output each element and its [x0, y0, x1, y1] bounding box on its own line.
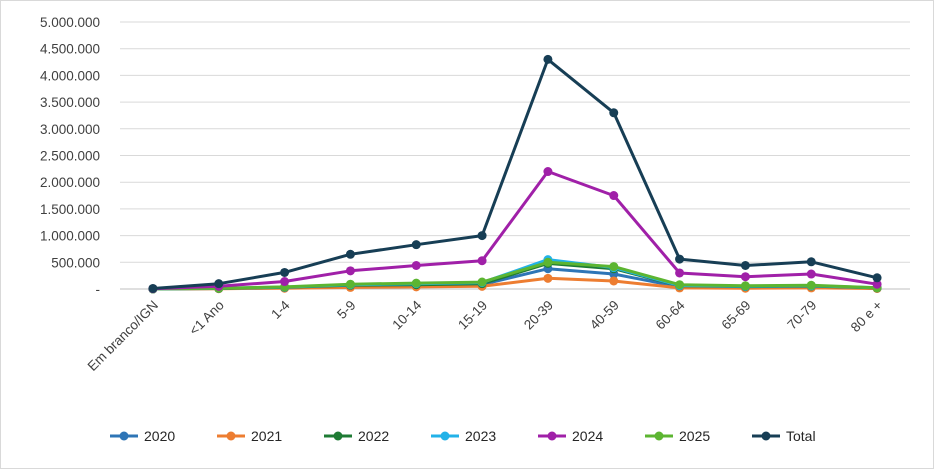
- data-point: [214, 279, 224, 289]
- data-point: [609, 262, 619, 272]
- y-tick-label: 4.000.000: [40, 68, 100, 83]
- legend-marker: [440, 431, 450, 441]
- legend-marker: [761, 431, 771, 441]
- x-tick-label: 10-14: [389, 297, 424, 332]
- x-tick-label: 65-69: [719, 298, 754, 333]
- data-point: [806, 280, 816, 290]
- data-point: [477, 256, 487, 266]
- data-point: [411, 240, 421, 250]
- data-point: [872, 279, 882, 289]
- legend-marker: [119, 431, 129, 441]
- y-tick-label: 3.500.000: [40, 95, 100, 110]
- data-point: [345, 266, 355, 276]
- data-point: [477, 231, 487, 241]
- data-point: [477, 277, 487, 287]
- y-tick-label: 2.000.000: [40, 175, 100, 190]
- x-tick-label: 70-79: [784, 298, 819, 333]
- data-point: [675, 268, 685, 278]
- data-point: [675, 254, 685, 264]
- data-point: [740, 281, 750, 291]
- legend-label: 2023: [465, 428, 496, 444]
- legend-item-2024: 2024: [538, 428, 603, 444]
- legend-item-total: Total: [752, 428, 816, 444]
- legend-marker: [226, 431, 236, 441]
- y-axis-tick-labels: - 500.000 1.000.000 1.500.000 2.000.000 2.500…: [40, 15, 100, 297]
- y-tick-label: 1.000.000: [40, 229, 100, 244]
- legend-item-2023: 2023: [431, 428, 496, 444]
- data-point: [740, 261, 750, 271]
- legend-marker: [654, 431, 664, 441]
- data-point: [609, 191, 619, 201]
- y-tick-label: -: [96, 282, 101, 297]
- legend-label: 2020: [144, 428, 175, 444]
- legend-item-2020: 2020: [110, 428, 175, 444]
- x-tick-label: 80 e +: [848, 297, 885, 334]
- data-point: [280, 267, 290, 277]
- data-point: [543, 54, 553, 64]
- data-point: [543, 273, 553, 283]
- data-point: [675, 280, 685, 290]
- data-point: [609, 108, 619, 118]
- series-line: [151, 260, 879, 291]
- series-line: [151, 57, 879, 290]
- x-tick-label: 40-59: [587, 298, 622, 333]
- x-tick-label: <1 Ano: [186, 298, 227, 339]
- legend-label: 2022: [358, 428, 389, 444]
- legend-label: 2024: [572, 428, 603, 444]
- gridlines: [120, 21, 910, 290]
- legend-label: 2025: [679, 428, 710, 444]
- legend-label: 2021: [251, 428, 282, 444]
- x-tick-label: 5-9: [334, 298, 358, 322]
- data-point: [148, 283, 158, 293]
- data-point: [806, 269, 816, 279]
- y-tick-label: 2.500.000: [40, 149, 100, 164]
- legend-marker: [333, 431, 343, 441]
- x-tick-label: 1-4: [268, 297, 293, 322]
- legend-item-2021: 2021: [217, 428, 282, 444]
- data-point: [345, 279, 355, 289]
- data-point: [543, 167, 553, 177]
- data-point: [280, 277, 290, 287]
- x-tick-label: 15-19: [455, 298, 490, 333]
- legend-marker: [547, 431, 557, 441]
- x-tick-label: Em branco/IGN: [85, 298, 161, 374]
- y-tick-label: 5.000.000: [40, 15, 100, 30]
- data-point: [543, 257, 553, 267]
- x-tick-label: 60-64: [653, 297, 688, 332]
- data-point: [345, 249, 355, 259]
- y-tick-label: 3.000.000: [40, 122, 100, 137]
- x-axis-tick-labels: Em branco/IGN <1 Ano 1-4 5-9 10-14 15-19 20-39…: [85, 297, 886, 374]
- legend-item-2022: 2022: [324, 428, 389, 444]
- data-point: [411, 278, 421, 288]
- x-tick-label: 20-39: [521, 298, 556, 333]
- series-line: [151, 170, 879, 291]
- y-tick-label: 1.500.000: [40, 202, 100, 217]
- data-point: [609, 276, 619, 286]
- y-tick-label: 500.000: [51, 255, 100, 270]
- y-tick-label: 4.500.000: [40, 42, 100, 57]
- series-lines: [148, 54, 882, 294]
- legend: 2020 2021 2022 2023 2024 2025 Total: [110, 428, 816, 444]
- data-point: [740, 272, 750, 282]
- legend-label: Total: [786, 428, 816, 444]
- data-point: [806, 257, 816, 267]
- data-point: [411, 261, 421, 271]
- data-point: [872, 273, 882, 283]
- series-total: [148, 54, 882, 293]
- legend-item-2025: 2025: [645, 428, 710, 444]
